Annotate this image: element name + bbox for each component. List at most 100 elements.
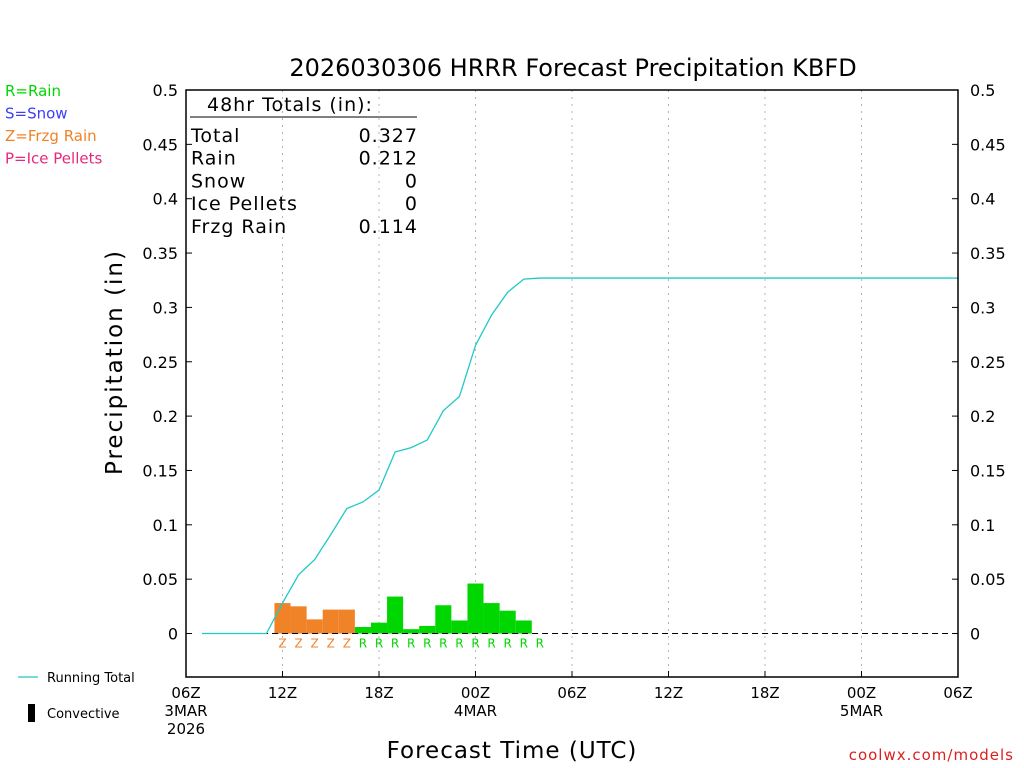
precip-bar: [370, 622, 388, 634]
running-total-legend: Running Total: [18, 671, 135, 686]
totals-row-label: Rain: [191, 148, 237, 170]
precip-bar: [499, 610, 516, 634]
y-tick-label-right: 0: [970, 625, 980, 644]
precip-bar: [322, 609, 339, 634]
x-tick-label: 00Z: [847, 684, 876, 702]
precip-type-letter: R: [455, 637, 463, 651]
precip-bars: [274, 583, 532, 634]
precip-bar: [451, 620, 468, 634]
y-tick-label: 0.1: [153, 516, 178, 535]
precip-bar: [338, 609, 355, 634]
x-tick-label: 4MAR: [454, 702, 497, 720]
x-tick-label: 5MAR: [840, 702, 883, 720]
precip-bar: [483, 603, 500, 634]
precip-bar: [290, 606, 307, 634]
precip-type-legend-item: R=Rain: [5, 82, 61, 100]
precip-type-letter: R: [471, 637, 479, 651]
axes: 0 00.05 0.050.1 0.10.15 0.150.2 0.20.25 0.250.…: [142, 81, 1005, 738]
precip-type-letter: Z: [294, 637, 302, 651]
precip-type-letter: R: [439, 637, 447, 651]
precip-type-legend: R=Rain S=Snow Z=Frzg Rain P=Ice Pellets: [5, 82, 102, 168]
y-tick-label-right: 0.15: [970, 461, 1006, 480]
precip-type-letter: R: [375, 637, 383, 651]
grid-lines: [282, 90, 862, 677]
convective-legend-label: Convective: [47, 707, 120, 722]
totals-header: 48hr Totals (in):: [207, 94, 373, 116]
y-tick-label: 0.4: [153, 190, 178, 209]
precip-bar: [435, 605, 452, 634]
totals-row-value: 0: [405, 193, 418, 215]
totals-box: 48hr Totals (in): Total 0.327 Rain 0.212 Sno…: [190, 94, 418, 238]
y-tick-label: 0.05: [142, 570, 178, 589]
precip-bar: [515, 620, 532, 634]
precip-bar: [403, 629, 420, 634]
totals-rows: Total 0.327 Rain 0.212 Snow 0 Ice Pellets 0 Frzg…: [190, 125, 418, 238]
y-axis-label: Precipitation (in): [102, 249, 128, 475]
precip-type-letter: R: [359, 637, 367, 651]
precip-type-letter: R: [503, 637, 511, 651]
precip-type-legend-item: P=Ice Pellets: [5, 150, 102, 168]
precip-bar: [306, 619, 323, 634]
precip-bar: [387, 596, 404, 634]
totals-row-value: 0.327: [359, 125, 418, 147]
precip-type-letter: Z: [327, 637, 335, 651]
totals-row-label: Ice Pellets: [191, 193, 298, 215]
precip-type-letter: R: [423, 637, 431, 651]
precip-type-letter: R: [391, 637, 399, 651]
y-tick-label-right: 0.5: [970, 81, 995, 100]
credit-link[interactable]: coolwx.com/models: [849, 746, 1014, 764]
y-tick-label-right: 0.45: [970, 135, 1006, 154]
precip-type-legend-item: Z=Frzg Rain: [5, 127, 97, 145]
x-tick-label: 06Z: [557, 684, 586, 702]
precip-type-legend-item: S=Snow: [5, 105, 68, 123]
x-axis-label: Forecast Time (UTC): [387, 738, 638, 764]
x-tick-label: 3MAR: [164, 702, 207, 720]
y-tick-label: 0.2: [153, 407, 178, 426]
y-tick-label: 0.25: [142, 353, 178, 372]
precip-bar: [354, 626, 371, 634]
y-tick-label-right: 0.4: [970, 190, 995, 209]
convective-legend: Convective: [28, 704, 120, 722]
y-tick-label-right: 0.35: [970, 244, 1006, 263]
x-tick-label: 12Z: [268, 684, 297, 702]
chart-title: 2026030306 HRRR Forecast Precipitation K…: [289, 54, 856, 82]
y-tick-label: 0.15: [142, 461, 178, 480]
y-tick-label-right: 0.25: [970, 353, 1006, 372]
precip-type-letter: Z: [343, 637, 351, 651]
precip-type-letter: R: [536, 637, 544, 651]
x-tick-label: 2026: [167, 720, 205, 738]
precip-type-letter: R: [520, 637, 528, 651]
y-tick-label: 0.45: [142, 135, 178, 154]
precip-type-letter: Z: [278, 637, 286, 651]
y-tick-label-right: 0.05: [970, 570, 1006, 589]
totals-row-value: 0.212: [359, 148, 418, 170]
totals-row-label: Total: [190, 125, 240, 147]
y-tick-label: 0: [168, 625, 178, 644]
y-tick-label: 0.35: [142, 244, 178, 263]
precip-bar: [419, 625, 436, 634]
running-total-legend-label: Running Total: [47, 671, 135, 686]
precip-type-letter: R: [487, 637, 495, 651]
totals-row-label: Frzg Rain: [191, 216, 287, 238]
precip-type-letter: R: [407, 637, 415, 651]
y-tick-label: 0.5: [153, 81, 178, 100]
x-tick-label: 06Z: [943, 684, 972, 702]
y-tick-label-right: 0.3: [970, 298, 995, 317]
precip-type-letter: Z: [311, 637, 319, 651]
running-total-line: [202, 277, 958, 635]
y-tick-label-right: 0.2: [970, 407, 995, 426]
x-tick-label: 06Z: [171, 684, 200, 702]
x-tick-label: 18Z: [364, 684, 393, 702]
totals-row-value: 0: [405, 170, 418, 192]
x-tick-label: 00Z: [461, 684, 490, 702]
precip-bar: [274, 603, 291, 634]
x-tick-label: 18Z: [750, 684, 779, 702]
y-tick-label-right: 0.1: [970, 516, 995, 535]
y-tick-label: 0.3: [153, 298, 178, 317]
totals-row-value: 0.114: [359, 216, 418, 238]
x-tick-label: 12Z: [654, 684, 683, 702]
convective-legend-swatch: [28, 704, 35, 722]
precip-bar: [467, 583, 484, 634]
